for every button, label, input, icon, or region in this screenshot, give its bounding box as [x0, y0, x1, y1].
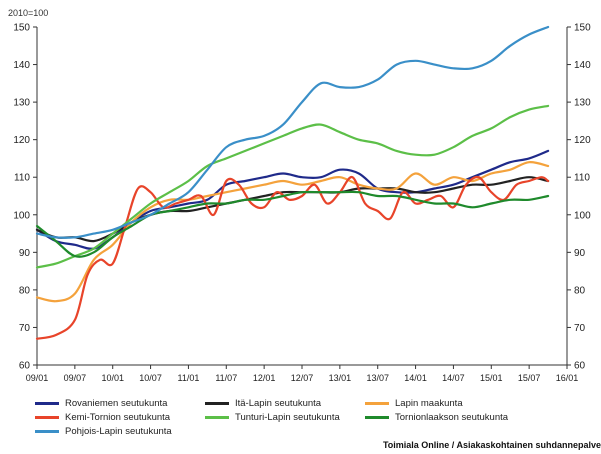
x-tick-label: 12/01 [253, 373, 276, 383]
x-tick-label: 14/07 [442, 373, 465, 383]
legend-swatch [35, 402, 59, 405]
x-tick-label: 11/01 [177, 373, 199, 383]
y-tick-label-right: 150 [574, 23, 591, 34]
legend-swatch [35, 416, 59, 419]
legend-label: Tornionlaakson seutukunta [395, 412, 509, 423]
y-tick-label-right: 70 [574, 323, 586, 334]
x-tick-label: 13/07 [366, 373, 389, 383]
legend-label: Tunturi-Lapin seutukunta [235, 412, 340, 423]
y-tick-label-right: 130 [574, 98, 591, 109]
legend-swatch [365, 402, 389, 405]
chart-axes: 60 60 70 70 80 80 90 90 100 100 110 110 120 120 130 130… [13, 23, 591, 384]
legend-swatch [35, 430, 59, 433]
y-tick-label-left: 80 [19, 285, 31, 296]
x-tick-label: 15/01 [480, 373, 503, 383]
legend-label: Rovaniemen seutukunta [65, 398, 168, 409]
legend-label: Lapin maakunta [395, 398, 463, 409]
series-line-kemi-tornion-seutukunta [35, 175, 550, 340]
y-tick-label-right: 60 [574, 361, 586, 372]
y-tick-label-right: 90 [574, 248, 586, 259]
y-tick-label-left: 60 [19, 361, 31, 372]
legend-item: Tornionlaakson seutukunta [365, 412, 508, 423]
unit-label: 2010=100 [8, 8, 48, 18]
chart-series-layer [35, 25, 550, 340]
x-tick-label: 13/01 [329, 373, 352, 383]
x-tick-label: 15/07 [518, 373, 541, 383]
x-tick-label: 10/07 [139, 373, 162, 383]
y-tick-label-left: 110 [14, 173, 30, 184]
legend-swatch [365, 416, 389, 419]
y-tick-label-right: 140 [574, 60, 591, 71]
x-tick-label: 12/07 [291, 373, 314, 383]
legend-item: Pohjois-Lapin seutukunta [35, 426, 172, 437]
x-tick-label: 11/07 [215, 373, 237, 383]
chart-legend: Rovaniemen seutukunta Itä-Lapin seutukunt… [30, 398, 601, 454]
y-tick-label-left: 100 [13, 210, 30, 221]
y-tick-label-left: 130 [13, 98, 30, 109]
y-tick-label-left: 140 [13, 60, 30, 71]
y-tick-label-right: 100 [574, 210, 591, 221]
y-tick-label-left: 150 [13, 23, 30, 34]
legend-label: Kemi-Tornion seutukunta [65, 412, 171, 423]
y-tick-label-left: 90 [19, 248, 31, 259]
legend-item: Kemi-Tornion seutukunta [35, 412, 170, 423]
y-tick-label-right: 110 [574, 173, 590, 184]
y-tick-label-left: 70 [19, 323, 31, 334]
series-line-pohjois-lapin-seutukunta [35, 25, 550, 239]
series-line-tornionlaakson-seutukunta [35, 190, 550, 258]
legend-item: Tunturi-Lapin seutukunta [205, 412, 340, 423]
legend-item: Lapin maakunta [365, 398, 463, 409]
y-tick-label-left: 120 [13, 135, 30, 146]
legend-item: Rovaniemen seutukunta [35, 398, 167, 409]
x-tick-label: 09/01 [26, 373, 49, 383]
x-tick-label: 14/01 [404, 373, 427, 383]
x-tick-label: 10/01 [101, 373, 124, 383]
y-tick-label-right: 80 [574, 285, 586, 296]
x-tick-label: 09/07 [64, 373, 87, 383]
series-line-rovaniemen-seutukunta [35, 149, 550, 250]
source-credit: Toimiala Online / Asiakaskohtainen suhda… [382, 440, 601, 450]
y-tick-label-right: 120 [574, 135, 591, 146]
legend-swatch [205, 416, 229, 419]
legend-label: Itä-Lapin seutukunta [235, 398, 322, 409]
legend-item: Itä-Lapin seutukunta [205, 398, 321, 409]
series-line-it-lapin-seutukunta [35, 176, 550, 243]
legend-swatch [205, 402, 229, 405]
x-tick-label: 16/01 [556, 373, 579, 383]
legend-label: Pohjois-Lapin seutukunta [65, 426, 172, 437]
